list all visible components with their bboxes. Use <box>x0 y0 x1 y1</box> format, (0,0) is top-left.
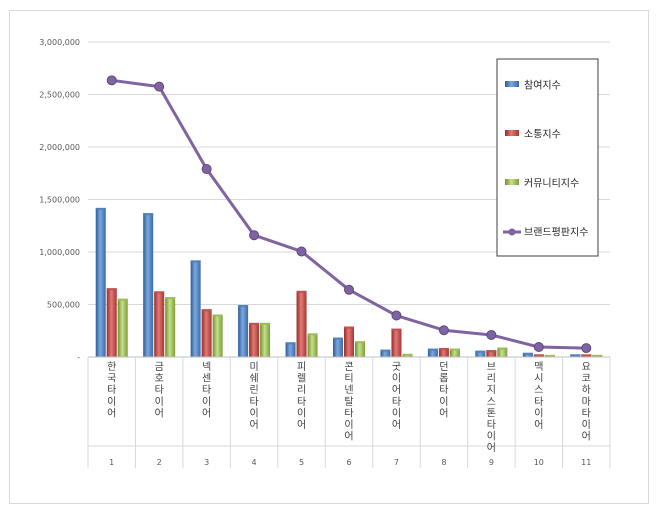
line-point <box>106 75 117 86</box>
bar <box>486 350 497 357</box>
y-tick-label: 1,000,000 <box>39 248 80 257</box>
bar <box>95 207 106 357</box>
category-number: 7 <box>394 458 399 467</box>
bar <box>391 328 402 357</box>
bar <box>533 354 544 357</box>
line-point <box>201 164 212 175</box>
bar <box>285 342 296 357</box>
x-axis: 한 국 타 이 어 1 금 호 타 이 어 2 넥 센 타 이 어 3 미 쉐 린 타 이 어 4 피 렐 리 타 이 어 5 콘 티 넨 탈 타 이 어 6… <box>87 356 611 468</box>
bar <box>143 213 154 357</box>
bar <box>260 322 271 357</box>
legend-item: 참여지수 <box>505 80 561 92</box>
line-point <box>486 329 497 340</box>
bar <box>296 290 307 357</box>
line-point <box>296 246 307 257</box>
bar <box>249 322 260 357</box>
legend-label: 참여지수 <box>524 80 561 92</box>
bar <box>117 298 128 357</box>
bar <box>544 354 555 357</box>
bar <box>438 348 449 357</box>
line-point <box>581 343 592 354</box>
category-number: 8 <box>441 458 446 467</box>
bar <box>402 353 413 357</box>
bars <box>95 207 603 357</box>
bar <box>201 309 212 357</box>
category-number: 3 <box>204 458 209 467</box>
bar <box>380 349 391 357</box>
bar <box>581 354 592 357</box>
legend-label: 커뮤니티지수 <box>524 178 579 190</box>
bar <box>449 348 460 357</box>
bar <box>106 288 117 357</box>
bar <box>165 297 176 357</box>
y-tick-label: - <box>77 353 80 362</box>
bar <box>355 341 365 357</box>
bar <box>212 314 223 357</box>
y-axis: - 500,000 1,000,000 1,500,000 2,000,000 2,500… <box>39 38 80 362</box>
legend-swatch <box>505 179 519 185</box>
y-tick-label: 1,500,000 <box>39 196 80 205</box>
category-number: 9 <box>489 458 494 467</box>
legend-item: 브랜드평판지수 <box>503 227 588 239</box>
line-point <box>249 230 260 241</box>
bar <box>154 291 165 357</box>
bar <box>238 305 249 357</box>
bar <box>190 260 201 357</box>
bar <box>475 350 486 357</box>
y-tick-label: 500,000 <box>47 301 80 310</box>
bar <box>570 354 581 357</box>
legend-marker <box>508 228 516 236</box>
legend-swatch <box>505 130 519 136</box>
legend-item: 소통지수 <box>505 129 561 141</box>
category-number: 5 <box>299 458 304 467</box>
line-point <box>438 325 449 336</box>
bar <box>427 348 438 357</box>
line-point <box>533 342 544 353</box>
line-point <box>391 310 402 321</box>
line-point <box>344 284 354 295</box>
category-number: 4 <box>252 458 257 467</box>
legend-swatch <box>505 81 519 87</box>
bar <box>497 347 508 357</box>
bar <box>333 337 343 357</box>
category-number: 11 <box>581 458 591 467</box>
legend-label: 브랜드평판지수 <box>524 227 588 239</box>
category-number: 1 <box>109 458 114 467</box>
y-tick-label: 2,000,000 <box>39 143 80 152</box>
category-number: 2 <box>157 458 162 467</box>
y-tick-label: 2,500,000 <box>39 91 80 100</box>
line-point <box>154 81 165 92</box>
bar <box>344 326 354 357</box>
brand-index-line <box>106 75 592 354</box>
bar <box>307 333 318 357</box>
legend-label: 소통지수 <box>524 129 561 141</box>
bar <box>522 352 533 357</box>
category-number: 10 <box>534 458 544 467</box>
legend-item: 커뮤니티지수 <box>505 178 579 190</box>
y-tick-label: 3,000,000 <box>39 38 80 47</box>
bar <box>592 354 603 357</box>
category-number: 6 <box>346 458 351 467</box>
